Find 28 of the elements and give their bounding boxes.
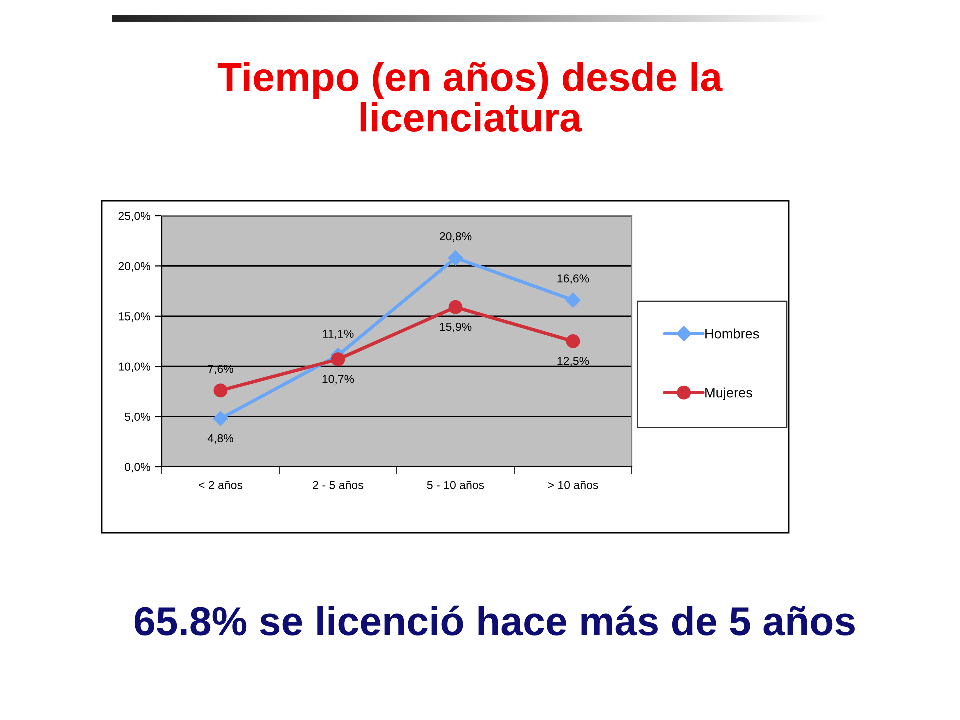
- point: [448, 250, 464, 266]
- data-label: 10,7%: [322, 375, 354, 385]
- data-label: 12,5%: [558, 357, 590, 367]
- point: [331, 352, 346, 367]
- point: [566, 334, 580, 348]
- x-tick-label: > 10 años: [548, 480, 598, 490]
- y-tick-label: 0,0%: [125, 463, 150, 473]
- y-tick-label: 20,0%: [118, 262, 150, 272]
- y-tick-label: 5,0%: [125, 412, 150, 422]
- point: [566, 292, 581, 308]
- point: [214, 384, 228, 398]
- data-label: 11,1%: [323, 330, 354, 340]
- y-tick-label: 15,0%: [119, 312, 150, 322]
- chart-title: Tiempo (en años) desde la licenciatura: [218, 62, 723, 132]
- x-tick-label: 5 - 10 años: [427, 480, 484, 490]
- data-label: 16,6%: [558, 274, 590, 284]
- legend-label: Hombres: [706, 328, 760, 339]
- y-tick-label: 10,0%: [119, 362, 150, 372]
- data-label: 4,8%: [208, 434, 234, 444]
- y-tick-label: 25,0%: [118, 212, 150, 222]
- x-tick-label: < 2 años: [199, 480, 243, 490]
- legend-label: Mujeres: [706, 388, 752, 400]
- text: 65.8% se licenció hace más de 5 años: [134, 606, 855, 636]
- data-label: 15,9%: [440, 322, 472, 332]
- x-tick-label: 2 - 5 años: [313, 480, 364, 490]
- data-label: 20,8%: [440, 232, 472, 242]
- point: [448, 300, 463, 314]
- point: [213, 411, 228, 426]
